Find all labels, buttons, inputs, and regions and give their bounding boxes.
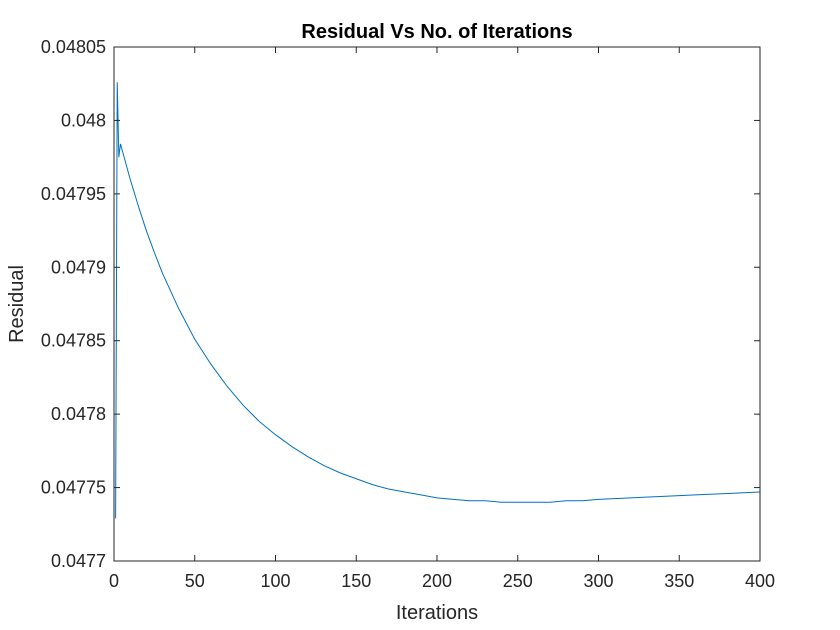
y-tick-label: 0.0479 [51, 257, 106, 277]
y-tick-label: 0.048 [61, 110, 106, 130]
x-tick-label: 300 [583, 571, 613, 591]
x-tick-label: 400 [745, 571, 775, 591]
x-tick-label: 100 [260, 571, 290, 591]
x-tick-label: 150 [341, 571, 371, 591]
series-layer [115, 82, 761, 519]
x-tick-label: 200 [422, 571, 452, 591]
y-tick-label: 0.04795 [41, 184, 106, 204]
x-tick-label: 0 [109, 571, 119, 591]
y-axis-label: Residual [6, 265, 28, 343]
x-tick-label: 250 [503, 571, 533, 591]
ticks-layer: 0 50 100 150 200 250 300 350 400 0.0477 0.04775 0.0… [41, 37, 775, 591]
y-tick-label: 0.0478 [51, 404, 106, 424]
y-tick-label: 0.04785 [41, 331, 106, 351]
y-tick-label: 0.0477 [51, 551, 106, 571]
plot-area [114, 47, 760, 561]
y-tick-label: 0.04805 [41, 37, 106, 57]
x-tick-label: 50 [185, 571, 205, 591]
x-tick-label: 350 [664, 571, 694, 591]
chart-title: Residual Vs No. of Iterations [301, 21, 572, 43]
x-axis-label: Iterations [396, 602, 478, 624]
y-tick-label: 0.04775 [41, 478, 106, 498]
series-line-1 [115, 82, 761, 519]
